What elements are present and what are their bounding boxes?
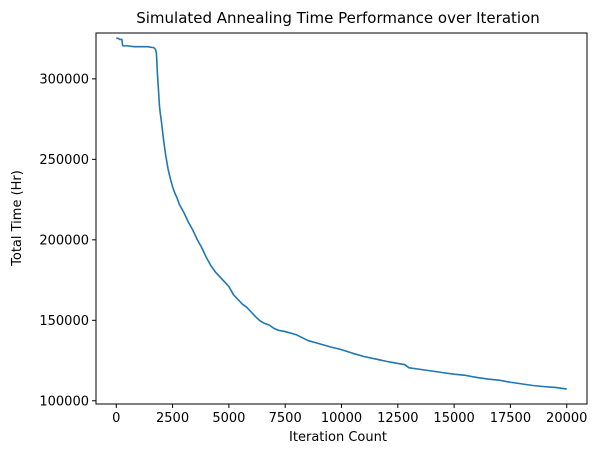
x-tick-label: 12500: [377, 411, 418, 426]
x-tick-label: 20000: [546, 411, 587, 426]
x-tick-label: 10000: [321, 411, 362, 426]
y-axis-ticks: 100000 150000 200000 250000 300000: [39, 72, 96, 409]
x-axis-ticks: 0 2500 5000 7500 10000 12500 15000 17500 20000: [112, 404, 587, 426]
y-tick-label: 250000: [39, 153, 89, 168]
axes-frame: [95, 32, 588, 405]
series-line-0: [116, 37, 567, 390]
chart-title: Simulated Annealing Time Performance ove…: [136, 9, 540, 27]
y-tick-label: 200000: [39, 233, 89, 248]
y-tick-label: 150000: [39, 314, 89, 329]
x-axis-label: Iteration Count: [289, 430, 387, 445]
x-tick-label: 7500: [269, 411, 302, 426]
x-tick-label: 15000: [433, 411, 474, 426]
plot-area: [116, 37, 567, 390]
y-tick-label: 300000: [39, 72, 89, 87]
y-tick-label: 100000: [39, 394, 89, 409]
x-tick-label: 0: [112, 411, 120, 426]
y-axis-label: Total Time (Hr): [10, 170, 25, 267]
x-tick-label: 2500: [156, 411, 189, 426]
x-tick-label: 17500: [490, 411, 531, 426]
x-tick-label: 5000: [212, 411, 245, 426]
